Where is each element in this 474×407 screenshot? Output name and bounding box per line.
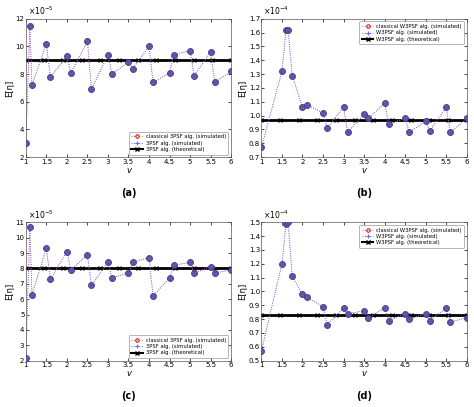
Text: ×10$^{-5}$: ×10$^{-5}$ bbox=[28, 5, 54, 18]
Text: ×10$^{-5}$: ×10$^{-5}$ bbox=[28, 208, 54, 221]
Legend: classical W3PSF alg. (simulated), W3PSF alg. (simulated), W3PSF alg. (theoretica: classical W3PSF alg. (simulated), W3PSF … bbox=[359, 225, 464, 248]
Y-axis label: E[η]: E[η] bbox=[238, 283, 247, 300]
Y-axis label: E[η]: E[η] bbox=[5, 283, 14, 300]
Legend: classical W3PSF alg. (simulated), W3PSF alg. (simulated), W3PSF alg. (theoretica: classical W3PSF alg. (simulated), W3PSF … bbox=[359, 22, 464, 44]
Text: ×10$^{-4}$: ×10$^{-4}$ bbox=[264, 5, 289, 18]
Text: (b): (b) bbox=[356, 188, 372, 197]
Legend: classical 3PSF alg. (simulated), 3PSF alg. (simulated), 3PSF alg. (theoretical): classical 3PSF alg. (simulated), 3PSF al… bbox=[129, 335, 228, 358]
Text: (a): (a) bbox=[121, 188, 136, 197]
Y-axis label: E[η]: E[η] bbox=[5, 79, 14, 96]
Text: ×10$^{-4}$: ×10$^{-4}$ bbox=[264, 208, 289, 221]
X-axis label: v: v bbox=[126, 166, 131, 175]
X-axis label: v: v bbox=[362, 166, 366, 175]
Text: (d): (d) bbox=[356, 391, 372, 401]
Text: (c): (c) bbox=[121, 391, 136, 401]
X-axis label: v: v bbox=[126, 370, 131, 379]
X-axis label: v: v bbox=[362, 370, 366, 379]
Y-axis label: E[η]: E[η] bbox=[238, 79, 247, 96]
Legend: classical 3PSF alg. (simulated), 3PSF alg. (simulated), 3PSF alg. (theoretical): classical 3PSF alg. (simulated), 3PSF al… bbox=[129, 131, 228, 155]
